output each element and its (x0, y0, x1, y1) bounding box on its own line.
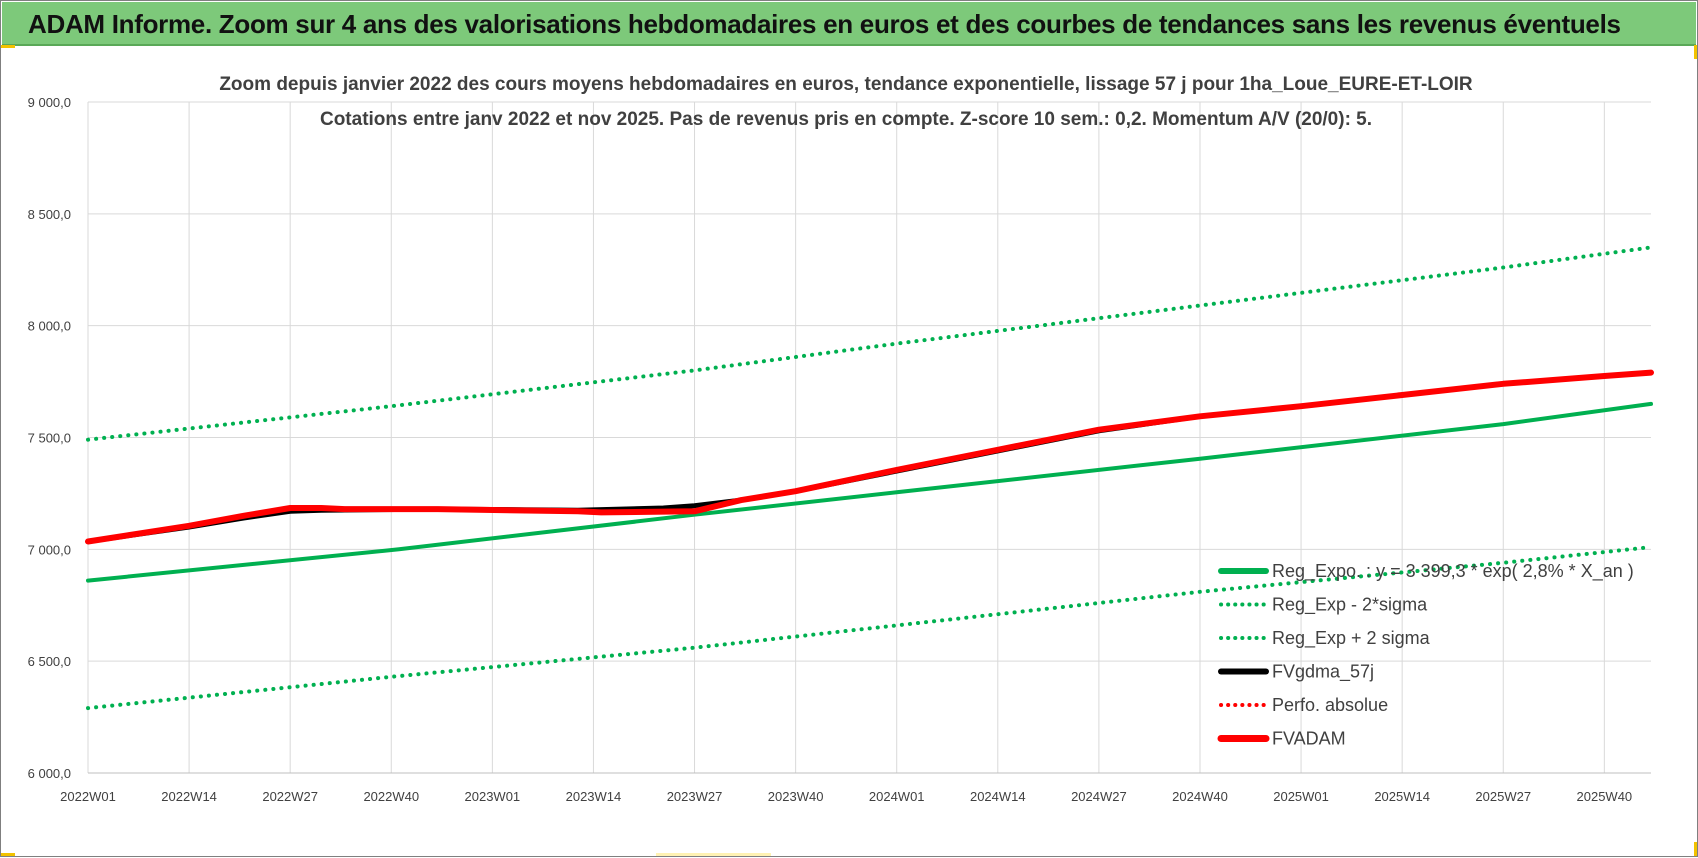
y-tick-label: 8 000,0 (28, 319, 71, 334)
x-tick-label: 2023W40 (768, 789, 824, 804)
series-line-reg_exp (86, 245, 1653, 442)
legend-label: Reg_Exp + 2 sigma (1272, 628, 1431, 649)
y-tick-label: 6 000,0 (28, 766, 71, 781)
x-tick-label: 2025W01 (1273, 789, 1329, 804)
corner-mark (656, 853, 771, 856)
legend-label: Reg_Exp - 2*sigma (1272, 595, 1428, 616)
x-tick-label: 2022W01 (60, 789, 116, 804)
x-axis-tick-labels: 2022W01 2022W14 2022W27 2022W40 2023W01 2023W… (60, 789, 1632, 804)
legend-label: Reg_Expo. : y = 3 399,3 * exp( 2,8% * X_… (1272, 561, 1634, 582)
y-tick-label: 9 000,0 (28, 95, 71, 110)
legend-label: Perfo. absolue (1272, 695, 1388, 715)
chart-title: Zoom depuis janvier 2022 des cours moyen… (219, 74, 1473, 130)
series-line-fvadam (85, 369, 1654, 545)
x-tick-label: 2022W40 (363, 789, 419, 804)
x-tick-label: 2023W14 (566, 789, 622, 804)
y-tick-label: 8 500,0 (28, 207, 71, 222)
y-tick-label: 6 500,0 (28, 654, 71, 669)
corner-mark (1, 853, 15, 856)
corner-mark (1694, 45, 1697, 59)
x-tick-label: 2023W27 (667, 789, 723, 804)
legend: Reg_Expo. : y = 3 399,3 * exp( 2,8% * X_… (1217, 561, 1634, 749)
chart-title-line-1: Zoom depuis janvier 2022 des cours moyen… (219, 74, 1473, 95)
x-tick-label: 2025W27 (1475, 789, 1531, 804)
x-tick-label: 2022W27 (262, 789, 318, 804)
y-axis-tick-labels: 6 000,0 6 500,0 7 000,0 7 500,0 8 000,0 8 500… (28, 95, 71, 781)
y-tick-label: 7 000,0 (28, 542, 71, 557)
series-line-fvgdma_57j (85, 370, 1654, 544)
grid-lines (87, 101, 1651, 774)
x-tick-label: 2025W40 (1577, 789, 1633, 804)
x-tick-label: 2025W14 (1374, 789, 1430, 804)
corner-mark (1694, 842, 1697, 856)
corner-mark (1, 45, 15, 48)
x-tick-label: 2024W27 (1071, 789, 1127, 804)
x-tick-label: 2024W14 (970, 789, 1026, 804)
series-line-reg_expo (86, 401, 1653, 583)
chart-title-line-2: Cotations entre janv 2022 et nov 2025. P… (320, 109, 1372, 130)
y-tick-label: 7 500,0 (28, 431, 71, 446)
legend-label: FVADAM (1272, 729, 1346, 749)
x-tick-label: 2022W14 (161, 789, 217, 804)
x-tick-label: 2023W01 (465, 789, 521, 804)
report-banner-title: ADAM Informe. Zoom sur 4 ans des valoris… (2, 2, 1696, 46)
x-tick-label: 2024W40 (1172, 789, 1228, 804)
legend-label: FVgdma_57j (1272, 662, 1374, 683)
x-tick-label: 2024W01 (869, 789, 925, 804)
series-lines (85, 245, 1654, 711)
